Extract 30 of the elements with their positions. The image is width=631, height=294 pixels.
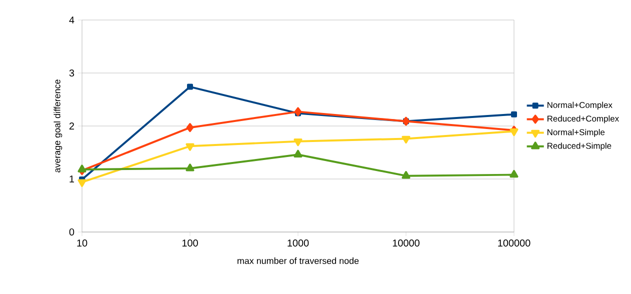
legend-label: Reduced+Complex — [548, 115, 619, 124]
point — [294, 107, 302, 116]
point — [186, 143, 194, 151]
point — [78, 179, 86, 187]
point — [511, 111, 517, 118]
legend-label: Normal+Complex — [548, 102, 612, 110]
legend-label: Reduced+Simple — [548, 142, 612, 150]
point — [402, 171, 410, 179]
y-tick-label: 1 — [70, 176, 74, 182]
point — [78, 164, 86, 172]
point — [186, 123, 194, 132]
legend-label: Normal+Simple — [548, 128, 605, 137]
point — [510, 170, 518, 178]
point — [187, 84, 193, 90]
point — [294, 150, 302, 158]
y-tick-label: 2 — [69, 122, 74, 130]
point — [510, 128, 518, 136]
x-tick-label: 100 — [182, 240, 198, 247]
y-tick-label: 4 — [69, 16, 74, 24]
x-tick-label: 100000 — [498, 240, 530, 247]
y-tick-label: 3 — [69, 69, 74, 77]
x-axis-title: max number of traversed node — [238, 257, 359, 264]
x-tick-label: 10000 — [392, 240, 420, 247]
y-tick-label: 0 — [69, 228, 74, 236]
x-tick-label: 10 — [77, 240, 88, 247]
point — [402, 136, 410, 144]
point — [186, 164, 194, 172]
point — [294, 138, 302, 146]
y-axis-title: average goal difference — [54, 80, 62, 172]
x-tick-label: 1000 — [288, 240, 309, 247]
